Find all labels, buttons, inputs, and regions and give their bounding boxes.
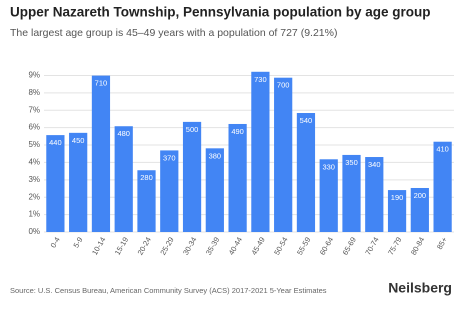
bar: [46, 135, 65, 232]
data-label: 370: [163, 153, 176, 162]
x-tick-label: 70-74: [363, 235, 380, 256]
y-tick-label: 0%: [28, 227, 40, 236]
data-label: 450: [72, 136, 85, 145]
data-label: 350: [345, 158, 358, 167]
bar: [251, 71, 270, 232]
data-label: 380: [209, 151, 222, 160]
data-label: 500: [186, 125, 199, 134]
bar: [387, 190, 407, 232]
x-tick-label: 35-39: [204, 235, 221, 256]
bar: [160, 150, 179, 232]
data-label: 280: [140, 173, 153, 182]
data-label: 540: [300, 116, 313, 125]
data-label: 700: [277, 81, 290, 90]
x-tick-label: 45-49: [249, 235, 266, 256]
bar: [114, 126, 133, 232]
data-label: 340: [368, 160, 381, 169]
chart-title: Upper Nazareth Township, Pennsylvania po…: [10, 5, 431, 20]
x-tick-label: 10-14: [90, 235, 107, 256]
x-tick-label: 15-19: [113, 235, 130, 256]
data-label: 200: [414, 191, 427, 200]
bar: [319, 159, 338, 232]
data-label: 440: [49, 138, 62, 147]
x-tick-label: 20-24: [136, 235, 153, 256]
data-label: 710: [95, 79, 108, 88]
bar: [91, 75, 111, 233]
y-tick-label: 6%: [28, 123, 40, 132]
y-tick-label: 4%: [28, 158, 40, 167]
bar: [182, 121, 202, 232]
x-tick-label: 60-64: [318, 235, 335, 256]
bar: [274, 77, 293, 232]
bar: [228, 123, 247, 232]
bar: [342, 154, 361, 232]
x-tick-label: 25-29: [158, 235, 175, 256]
x-tick-label: 80-84: [409, 235, 426, 256]
bar: [433, 141, 452, 232]
bar: [69, 132, 88, 232]
chart-subtitle: The largest age group is 45–49 years wit…: [10, 27, 337, 39]
bar: [410, 187, 429, 232]
x-tick-label: 65-69: [341, 235, 358, 256]
x-tick-label: 5-9: [71, 235, 84, 249]
y-tick-label: 1%: [28, 210, 40, 219]
y-tick-label: 7%: [28, 105, 40, 114]
y-tick-label: 9%: [28, 71, 40, 80]
x-tick-label: 55-59: [295, 235, 312, 256]
y-tick-label: 5%: [28, 140, 40, 149]
data-label: 490: [231, 127, 244, 136]
bar: [365, 157, 384, 232]
y-tick-label: 2%: [28, 192, 40, 201]
x-tick-label: 40-44: [227, 235, 244, 256]
bar: [296, 113, 316, 232]
x-tick-label: 75-79: [386, 235, 403, 256]
x-tick-label: 0-4: [49, 235, 62, 249]
y-tick-label: 8%: [28, 88, 40, 97]
brand-logo: Neilsberg: [388, 280, 452, 296]
data-label: 330: [322, 162, 335, 171]
bar: [137, 170, 156, 232]
source-note: Source: U.S. Census Bureau, American Com…: [10, 286, 327, 295]
x-tick-label: 85+: [435, 235, 449, 251]
data-label: 730: [254, 75, 267, 84]
bar: [205, 148, 224, 232]
x-tick-label: 50-54: [272, 235, 289, 256]
y-tick-label: 3%: [28, 175, 40, 184]
data-label: 410: [436, 145, 449, 154]
data-label: 190: [391, 193, 404, 202]
data-label: 480: [117, 129, 130, 138]
x-tick-label: 30-34: [181, 235, 198, 256]
